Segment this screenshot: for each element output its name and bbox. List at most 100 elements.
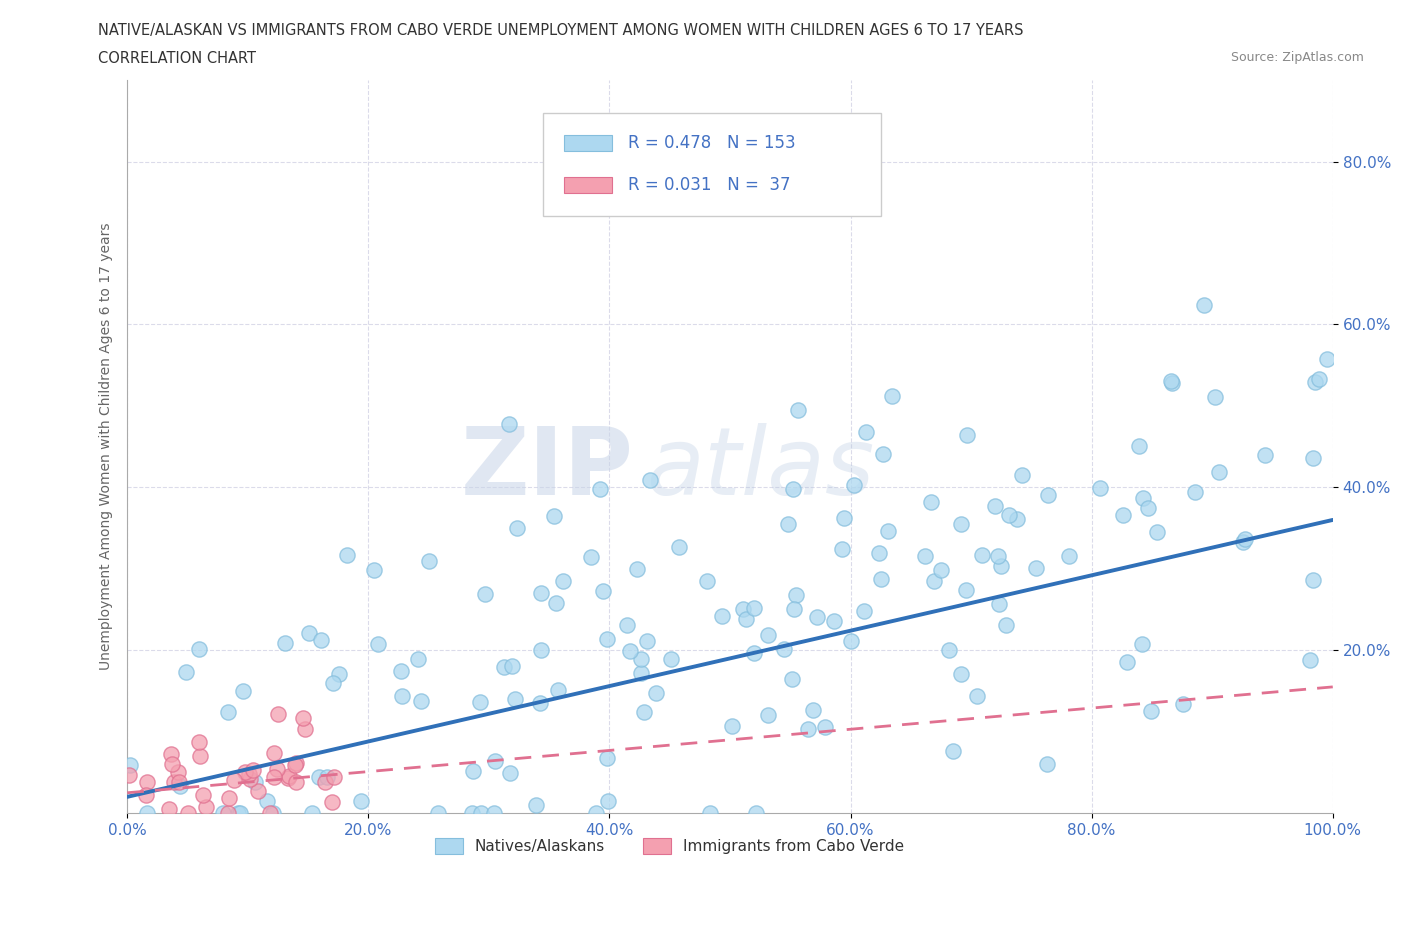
- Point: [212, 805, 235, 820]
- Point: [301, 805, 323, 820]
- Point: [796, 722, 818, 737]
- Point: [742, 645, 765, 660]
- Point: [285, 775, 308, 790]
- Point: [1011, 467, 1033, 482]
- Point: [218, 790, 240, 805]
- Point: [630, 665, 652, 680]
- Point: [1160, 376, 1182, 391]
- Point: [167, 775, 190, 790]
- Point: [166, 764, 188, 779]
- Point: [997, 508, 1019, 523]
- Point: [1305, 375, 1327, 390]
- Text: R = 0.031   N =  37: R = 0.031 N = 37: [627, 177, 790, 194]
- Point: [553, 574, 575, 589]
- Text: CORRELATION CHART: CORRELATION CHART: [98, 51, 256, 66]
- Point: [868, 546, 890, 561]
- Point: [1130, 636, 1153, 651]
- Point: [592, 584, 614, 599]
- Point: [1128, 439, 1150, 454]
- Point: [1136, 500, 1159, 515]
- Point: [950, 516, 973, 531]
- Point: [782, 481, 804, 496]
- Point: [188, 642, 211, 657]
- Point: [785, 588, 807, 603]
- Point: [1132, 491, 1154, 506]
- Point: [242, 763, 264, 777]
- FancyBboxPatch shape: [543, 113, 880, 216]
- Point: [323, 769, 346, 784]
- Point: [783, 602, 806, 617]
- Point: [756, 628, 779, 643]
- Text: atlas: atlas: [645, 423, 875, 514]
- Point: [499, 765, 522, 780]
- Point: [120, 757, 142, 772]
- Point: [619, 644, 641, 658]
- Point: [505, 520, 527, 535]
- Point: [492, 660, 515, 675]
- Point: [1025, 561, 1047, 576]
- Point: [990, 559, 1012, 574]
- FancyBboxPatch shape: [564, 178, 612, 193]
- Point: [291, 711, 314, 725]
- Point: [1204, 390, 1226, 405]
- Point: [363, 563, 385, 578]
- Point: [336, 548, 359, 563]
- Point: [285, 756, 308, 771]
- Point: [418, 553, 440, 568]
- Point: [596, 751, 619, 765]
- Point: [188, 749, 211, 764]
- Point: [226, 805, 249, 820]
- Point: [311, 632, 333, 647]
- Point: [852, 604, 875, 618]
- Point: [780, 671, 803, 686]
- Point: [801, 703, 824, 718]
- Point: [1112, 508, 1135, 523]
- Point: [367, 636, 389, 651]
- Point: [814, 720, 837, 735]
- Point: [1302, 451, 1324, 466]
- Point: [530, 643, 553, 658]
- Text: NATIVE/ALASKAN VS IMMIGRANTS FROM CABO VERDE UNEMPLOYMENT AMONG WOMEN WITH CHILD: NATIVE/ALASKAN VS IMMIGRANTS FROM CABO V…: [98, 23, 1024, 38]
- Point: [970, 548, 993, 563]
- Point: [1208, 465, 1230, 480]
- Point: [426, 805, 449, 820]
- Point: [321, 794, 343, 809]
- Point: [188, 735, 211, 750]
- Point: [877, 524, 900, 538]
- Point: [668, 539, 690, 554]
- Point: [470, 805, 492, 820]
- Point: [950, 666, 973, 681]
- Point: [831, 541, 853, 556]
- Point: [929, 563, 952, 578]
- Point: [243, 775, 266, 790]
- Point: [855, 424, 877, 439]
- Point: [1146, 525, 1168, 539]
- Point: [626, 562, 648, 577]
- Point: [1302, 573, 1324, 588]
- Point: [966, 689, 988, 704]
- Point: [229, 805, 252, 820]
- Point: [645, 685, 668, 700]
- Point: [350, 793, 373, 808]
- Point: [1057, 549, 1080, 564]
- Point: [776, 516, 799, 531]
- Point: [498, 417, 520, 432]
- Point: [247, 784, 270, 799]
- Point: [745, 805, 768, 820]
- Point: [987, 549, 1010, 564]
- Point: [274, 635, 297, 650]
- Point: [284, 758, 307, 773]
- Point: [1036, 487, 1059, 502]
- Point: [157, 802, 180, 817]
- Point: [721, 718, 744, 733]
- Point: [731, 602, 754, 617]
- Point: [616, 618, 638, 632]
- Point: [773, 642, 796, 657]
- Point: [636, 633, 658, 648]
- Point: [1088, 481, 1111, 496]
- Point: [263, 746, 285, 761]
- Point: [543, 508, 565, 523]
- Point: [406, 651, 429, 666]
- Point: [1140, 703, 1163, 718]
- Point: [298, 626, 321, 641]
